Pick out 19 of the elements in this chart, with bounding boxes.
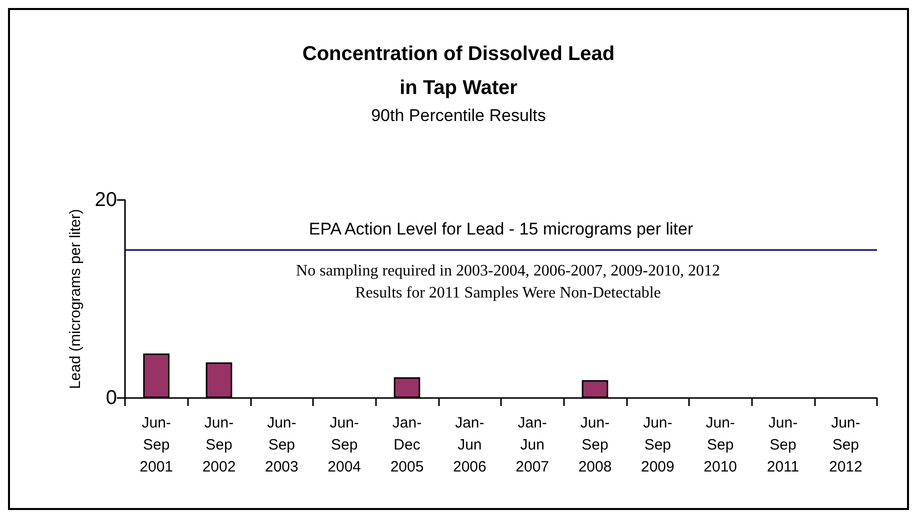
- chart-title: Concentration of Dissolved Lead in Tap Water: [302, 43, 615, 99]
- y-axis-title: Lead (micrograms per liter): [67, 208, 84, 390]
- x-tick-label: Jun- Sep 2001: [140, 414, 174, 476]
- x-tick-label: Jun- Sep 2010: [704, 414, 738, 476]
- x-tick-label: Jan- Jun 2007: [516, 414, 550, 476]
- annotation: No sampling required in 2003-2004, 2006-2007, 2009-2010, 2012 Results for 2011 Samples Were Non-Detectable: [296, 262, 720, 302]
- x-tick-label: Jun- Sep 2004: [328, 414, 362, 476]
- x-tick-label: Jun- Sep 2003: [264, 414, 298, 476]
- x-tick-label: Jun- Sep 2009: [640, 414, 674, 476]
- y-tick-label: 20: [94, 189, 117, 211]
- chart-subtitle: 90th Percentile Results: [371, 106, 546, 125]
- x-tick-label: Jun- Sep 2002: [202, 414, 236, 476]
- ref-line-label: EPA Action Level for Lead - 15 micrograms per liter: [308, 220, 694, 238]
- y-tick-label: 0: [106, 387, 117, 409]
- x-tick-label: Jun- Sep 2008: [578, 414, 612, 476]
- x-tick-label: Jan- Jun 2006: [452, 414, 486, 476]
- x-tick-label: Jun- Sep 2012: [828, 414, 862, 476]
- x-tick-label: Jan- Dec 2005: [390, 414, 424, 476]
- x-tick-label: Jun- Sep 2011: [766, 414, 800, 476]
